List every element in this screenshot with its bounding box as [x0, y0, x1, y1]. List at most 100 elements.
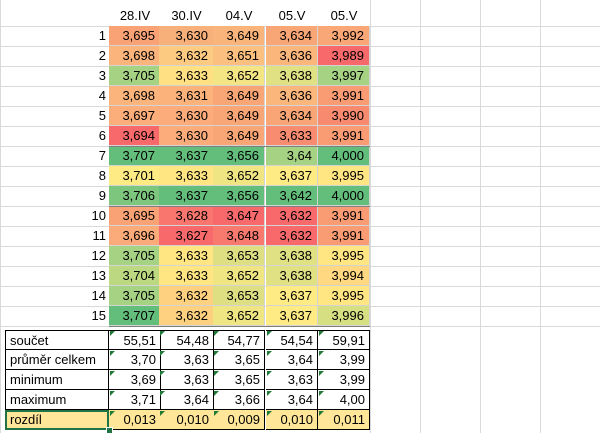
data-cell[interactable]: 3,707: [109, 146, 161, 166]
row-number[interactable]: 8: [98, 168, 106, 183]
row-number[interactable]: 3: [98, 68, 106, 83]
data-cell[interactable]: 3,696: [109, 226, 161, 246]
summary-value[interactable]: 3,64: [266, 350, 318, 370]
data-cell[interactable]: 3,656: [213, 146, 265, 166]
data-cell[interactable]: 3,649: [213, 106, 265, 126]
data-cell[interactable]: 3,994: [318, 266, 370, 286]
data-cell[interactable]: 3,652: [213, 266, 265, 286]
row-number[interactable]: 12: [91, 248, 106, 263]
data-cell[interactable]: 3,652: [213, 166, 265, 186]
row-number[interactable]: 11: [92, 228, 107, 243]
summary-value[interactable]: 3,63: [159, 350, 214, 370]
row-number[interactable]: 7: [98, 148, 106, 163]
data-cell[interactable]: 3,632: [266, 206, 318, 226]
data-cell[interactable]: 3,995: [318, 286, 370, 306]
summary-value[interactable]: 4,00: [318, 390, 370, 410]
summary-value[interactable]: 0,010: [266, 410, 318, 430]
data-cell[interactable]: 3,649: [213, 26, 265, 46]
data-cell[interactable]: 3,633: [159, 66, 214, 86]
summary-value[interactable]: 3,71: [109, 390, 161, 410]
data-cell[interactable]: 3,648: [213, 226, 265, 246]
data-cell[interactable]: 3,705: [109, 66, 161, 86]
data-cell[interactable]: 3,633: [159, 266, 214, 286]
data-cell[interactable]: 3,704: [109, 266, 161, 286]
data-cell[interactable]: 3,637: [159, 186, 214, 206]
data-cell[interactable]: 3,636: [266, 86, 318, 106]
column-header[interactable]: 30.IV: [171, 8, 202, 23]
data-cell[interactable]: 3,991: [318, 86, 370, 106]
summary-value[interactable]: 3,99: [318, 350, 370, 370]
data-cell[interactable]: 3,637: [266, 166, 318, 186]
data-cell[interactable]: 3,695: [109, 26, 161, 46]
data-cell[interactable]: 3,649: [213, 126, 265, 146]
row-number[interactable]: 10: [91, 208, 106, 223]
data-cell[interactable]: 3,995: [318, 166, 370, 186]
data-cell[interactable]: 3,649: [213, 86, 265, 106]
summary-value[interactable]: 3,64: [159, 390, 214, 410]
data-cell[interactable]: 3,630: [159, 106, 214, 126]
summary-value[interactable]: 3,99: [318, 370, 370, 390]
data-cell[interactable]: 3,638: [266, 246, 318, 266]
summary-value[interactable]: 54,48: [159, 330, 214, 350]
data-cell[interactable]: 3,632: [159, 286, 214, 306]
data-cell[interactable]: 3,701: [109, 166, 161, 186]
data-cell[interactable]: 3,632: [159, 46, 214, 66]
data-cell[interactable]: 3,627: [159, 226, 214, 246]
summary-value[interactable]: 0,010: [159, 410, 214, 430]
column-header[interactable]: 04.V: [225, 8, 253, 23]
data-cell[interactable]: 3,698: [109, 86, 161, 106]
data-cell[interactable]: 3,694: [109, 126, 161, 146]
data-cell[interactable]: 3,630: [159, 26, 214, 46]
data-cell[interactable]: 3,652: [213, 66, 265, 86]
row-number[interactable]: 4: [98, 88, 106, 103]
summary-value[interactable]: 3,63: [159, 370, 214, 390]
data-cell[interactable]: 3,630: [159, 126, 214, 146]
data-cell[interactable]: 3,651: [213, 46, 265, 66]
data-cell[interactable]: 3,632: [159, 306, 214, 326]
data-cell[interactable]: 3,695: [109, 206, 161, 226]
data-cell[interactable]: 3,991: [318, 226, 370, 246]
data-cell[interactable]: 4,000: [318, 186, 370, 206]
data-cell[interactable]: 3,990: [318, 106, 370, 126]
data-cell[interactable]: 3,638: [266, 266, 318, 286]
rozdil-label[interactable]: rozdíl: [5, 410, 109, 430]
data-cell[interactable]: 3,637: [266, 306, 318, 326]
data-cell[interactable]: 3,628: [159, 206, 214, 226]
summary-value[interactable]: 3,70: [109, 350, 161, 370]
summary-value[interactable]: 3,63: [266, 370, 318, 390]
data-cell[interactable]: 3,637: [266, 286, 318, 306]
data-cell[interactable]: 3,989: [318, 46, 370, 66]
data-cell[interactable]: 3,634: [266, 106, 318, 126]
data-cell[interactable]: 3,997: [318, 66, 370, 86]
row-number[interactable]: 13: [91, 268, 106, 283]
data-cell[interactable]: 3,642: [266, 186, 318, 206]
summary-value[interactable]: 59,91: [318, 330, 370, 350]
summary-value[interactable]: 55,51: [109, 330, 161, 350]
data-cell[interactable]: 3,636: [266, 46, 318, 66]
data-cell[interactable]: 3,705: [109, 286, 161, 306]
data-cell[interactable]: 3,633: [159, 166, 214, 186]
data-cell[interactable]: 3,698: [109, 46, 161, 66]
data-cell[interactable]: 3,64: [266, 146, 318, 166]
data-cell[interactable]: 3,706: [109, 186, 161, 206]
row-number[interactable]: 2: [98, 48, 106, 63]
data-cell[interactable]: 3,697: [109, 106, 161, 126]
summary-label[interactable]: minimum: [5, 370, 109, 390]
data-cell[interactable]: 3,652: [213, 306, 265, 326]
data-cell[interactable]: 3,653: [213, 286, 265, 306]
data-cell[interactable]: 3,992: [318, 26, 370, 46]
summary-value[interactable]: 54,54: [266, 330, 318, 350]
summary-label[interactable]: maximum: [5, 390, 109, 410]
summary-value[interactable]: 3,65: [213, 370, 265, 390]
row-number[interactable]: 9: [98, 188, 106, 203]
summary-value[interactable]: 3,64: [266, 390, 318, 410]
summary-value[interactable]: 54,77: [213, 330, 265, 350]
data-cell[interactable]: 3,631: [159, 86, 214, 106]
data-cell[interactable]: 3,633: [159, 246, 214, 266]
summary-value[interactable]: 3,69: [109, 370, 161, 390]
data-cell[interactable]: 3,996: [318, 306, 370, 326]
data-cell[interactable]: 3,632: [266, 226, 318, 246]
data-cell[interactable]: 3,991: [318, 126, 370, 146]
summary-value[interactable]: 3,65: [213, 350, 265, 370]
data-cell[interactable]: 3,707: [109, 306, 161, 326]
